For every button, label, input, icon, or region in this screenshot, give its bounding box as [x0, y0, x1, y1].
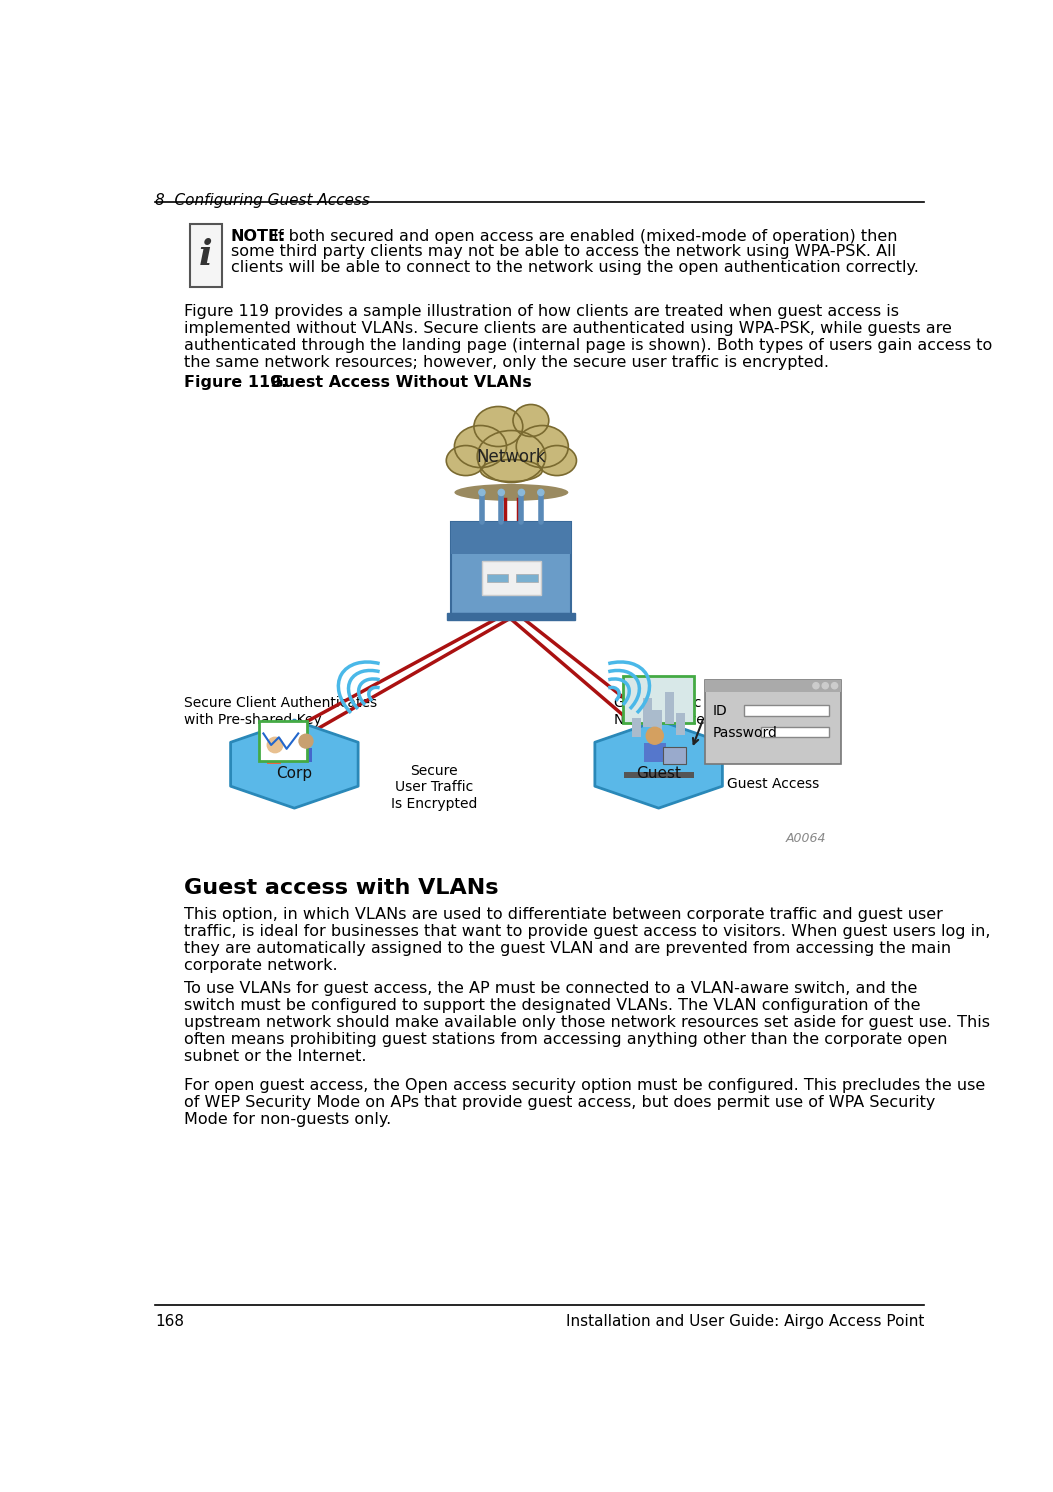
Ellipse shape [236, 770, 353, 795]
Text: corporate network.: corporate network. [184, 958, 338, 973]
Circle shape [267, 737, 283, 752]
Text: switch must be configured to support the designated VLANs. The VLAN configuratio: switch must be configured to support the… [184, 998, 920, 1013]
Text: Guest Access Without VLANs: Guest Access Without VLANs [247, 374, 532, 389]
Text: Installation and User Guide: Airgo Access Point: Installation and User Guide: Airgo Acces… [567, 1314, 925, 1329]
FancyBboxPatch shape [486, 574, 509, 582]
Text: implemented without VLANs. Secure clients are authenticated using WPA-PSK, while: implemented without VLANs. Secure client… [184, 321, 952, 336]
FancyBboxPatch shape [761, 727, 829, 737]
Text: Secure Client Authenticates
with Pre-shared Key: Secure Client Authenticates with Pre-sha… [184, 697, 377, 727]
Circle shape [299, 734, 313, 747]
Text: 8  Configuring Guest Access: 8 Configuring Guest Access [155, 192, 370, 207]
Ellipse shape [446, 446, 485, 476]
Text: Mode for non-guests only.: Mode for non-guests only. [184, 1112, 392, 1128]
Text: Network: Network [477, 448, 547, 466]
Text: Password: Password [713, 725, 778, 740]
Text: If both secured and open access are enabled (mixed-mode of operation) then: If both secured and open access are enab… [269, 230, 897, 245]
Ellipse shape [516, 425, 569, 467]
FancyBboxPatch shape [623, 676, 694, 722]
FancyBboxPatch shape [259, 721, 306, 761]
FancyBboxPatch shape [516, 574, 538, 582]
Text: To use VLANs for guest access, the AP must be connected to a VLAN-aware switch, : To use VLANs for guest access, the AP mu… [184, 982, 918, 997]
Ellipse shape [455, 483, 569, 501]
Text: This option, in which VLANs are used to differentiate between corporate traffic : This option, in which VLANs are used to … [184, 907, 943, 922]
FancyBboxPatch shape [482, 561, 541, 595]
Text: Guest access with VLANs: Guest access with VLANs [184, 879, 499, 898]
Text: the same network resources; however, only the secure user traffic is encrypted.: the same network resources; however, onl… [184, 355, 830, 370]
Text: Guest Access: Guest Access [727, 776, 819, 791]
Text: often means prohibiting guest stations from accessing anything other than the co: often means prohibiting guest stations f… [184, 1032, 948, 1047]
Text: traffic, is ideal for businesses that want to provide guest access to visitors. : traffic, is ideal for businesses that wa… [184, 925, 991, 940]
Circle shape [498, 489, 504, 495]
FancyBboxPatch shape [662, 747, 686, 764]
Text: upstream network should make available only those network resources set aside fo: upstream network should make available o… [184, 1015, 990, 1031]
FancyBboxPatch shape [632, 718, 641, 737]
Circle shape [518, 489, 524, 495]
FancyBboxPatch shape [452, 522, 572, 615]
Text: 168: 168 [155, 1314, 184, 1329]
Ellipse shape [480, 460, 542, 482]
FancyBboxPatch shape [643, 698, 653, 727]
Circle shape [813, 683, 819, 689]
Text: Figure 119 provides a sample illustration of how clients are treated when guest : Figure 119 provides a sample illustratio… [184, 304, 899, 319]
Circle shape [479, 489, 485, 495]
Ellipse shape [474, 406, 522, 446]
Text: subnet or the Internet.: subnet or the Internet. [184, 1049, 366, 1064]
Text: some third party clients may not be able to access the network using WPA-PSK. Al: some third party clients may not be able… [231, 245, 896, 260]
Text: A0064: A0064 [786, 833, 827, 844]
FancyBboxPatch shape [653, 710, 661, 734]
FancyBboxPatch shape [448, 613, 575, 621]
FancyBboxPatch shape [743, 704, 829, 716]
FancyBboxPatch shape [706, 679, 840, 764]
Text: ID: ID [713, 704, 728, 718]
FancyBboxPatch shape [664, 692, 674, 724]
FancyBboxPatch shape [190, 224, 222, 286]
FancyBboxPatch shape [623, 771, 694, 779]
Text: of WEP Security Mode on APs that provide guest access, but does permit use of WP: of WEP Security Mode on APs that provide… [184, 1095, 936, 1110]
Ellipse shape [537, 446, 576, 476]
Ellipse shape [513, 404, 549, 437]
Circle shape [538, 489, 544, 495]
Text: they are automatically assigned to the guest VLAN and are prevented from accessi: they are automatically assigned to the g… [184, 941, 952, 956]
Polygon shape [595, 721, 722, 809]
FancyBboxPatch shape [643, 743, 665, 762]
FancyBboxPatch shape [267, 750, 281, 764]
Circle shape [647, 727, 663, 745]
Text: For open guest access, the Open access security option must be configured. This : For open guest access, the Open access s… [184, 1079, 986, 1094]
FancyBboxPatch shape [452, 522, 572, 554]
Text: i: i [199, 239, 213, 272]
Circle shape [822, 683, 829, 689]
Polygon shape [231, 721, 358, 809]
FancyBboxPatch shape [676, 713, 684, 736]
Text: NOTE:: NOTE: [231, 230, 286, 245]
Text: Guest Traffic is
Not Encrypted: Guest Traffic is Not Encrypted [614, 697, 716, 727]
FancyBboxPatch shape [300, 747, 312, 762]
Text: Guest: Guest [636, 765, 681, 780]
Text: clients will be able to connect to the network using the open authentication cor: clients will be able to connect to the n… [231, 260, 918, 275]
Ellipse shape [477, 431, 545, 482]
Ellipse shape [455, 425, 506, 467]
FancyBboxPatch shape [706, 679, 840, 692]
Text: Corp: Corp [276, 765, 313, 780]
Ellipse shape [600, 770, 717, 795]
Circle shape [832, 683, 837, 689]
Text: authenticated through the landing page (internal page is shown). Both types of u: authenticated through the landing page (… [184, 337, 993, 352]
Text: Figure 119:: Figure 119: [184, 374, 287, 389]
Text: Secure
User Traffic
Is Encrypted: Secure User Traffic Is Encrypted [391, 764, 477, 810]
